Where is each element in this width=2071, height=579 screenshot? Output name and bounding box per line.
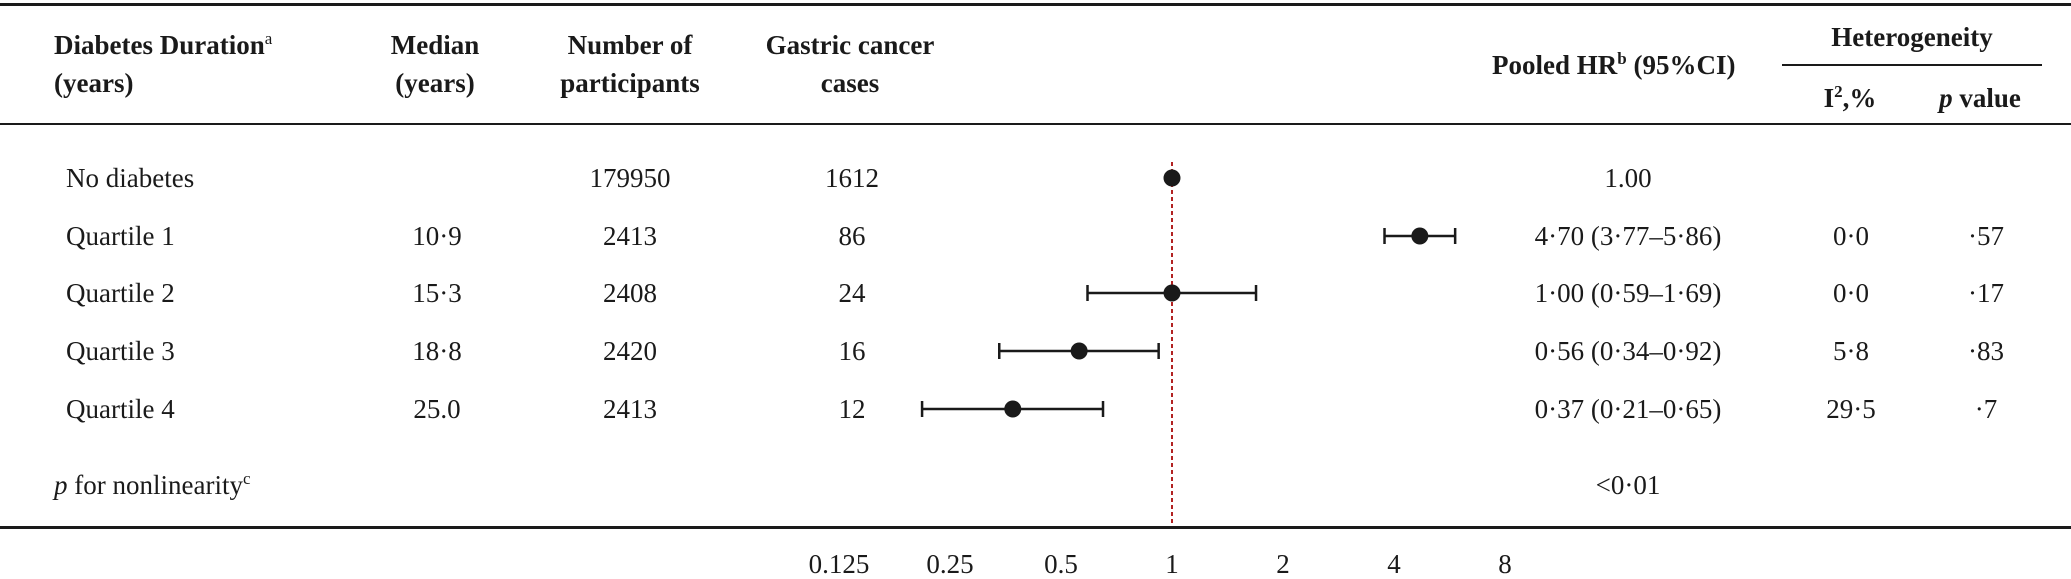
row-i2: 29·5 <box>1826 394 1876 424</box>
nonlinearity-value: <0·01 <box>1595 470 1661 500</box>
header-heterogeneity: Heterogeneity <box>1831 22 1993 52</box>
hr-point <box>1411 227 1429 245</box>
row-hr-text: 0·37 (0·21–0·65) <box>1534 394 1722 424</box>
row-median: 15·3 <box>412 278 462 308</box>
row-cases: 12 <box>838 394 866 424</box>
x-tick-label: 0.5 <box>1044 549 1078 579</box>
row-median: 10·9 <box>412 221 462 251</box>
row-label: Quartile 1 <box>66 221 175 251</box>
top-rule <box>0 3 2071 6</box>
row-cases: 16 <box>838 336 866 366</box>
header-median: Median (years) <box>390 30 480 98</box>
x-tick-label: 0.25 <box>926 549 973 579</box>
table-bottom-rule <box>0 526 2071 529</box>
header-bottom-rule <box>0 123 2071 125</box>
row-participants: 2420 <box>603 336 657 366</box>
hr-point <box>1004 400 1022 418</box>
row-label: Quartile 3 <box>66 336 175 366</box>
x-tick-label: 1 <box>1165 549 1179 579</box>
row-hr-text: 4·70 (3·77–5·86) <box>1534 221 1722 251</box>
row-label: No diabetes <box>66 163 195 193</box>
hr-point <box>1070 342 1088 360</box>
row-participants: 2413 <box>603 221 657 251</box>
row-participants: 2413 <box>603 394 657 424</box>
heterogeneity-underline <box>1782 64 2042 66</box>
header-pooled-hr: Pooled HRb (95%CI) <box>1492 49 1736 80</box>
row-label: Quartile 2 <box>66 278 175 308</box>
x-tick-label: 2 <box>1276 549 1290 579</box>
row-hr-text: 0·56 (0·34–0·92) <box>1534 336 1722 366</box>
header-p-value: p value <box>1939 83 2021 113</box>
row-participants: 179950 <box>589 163 671 193</box>
row-i2: 0·0 <box>1833 278 1869 308</box>
row-label: Quartile 4 <box>66 394 175 424</box>
row-p-value: ·7 <box>1974 394 1998 424</box>
row-i2: 0·0 <box>1833 221 1869 251</box>
x-tick-label: 0.125 <box>809 549 870 579</box>
row-cases: 86 <box>838 221 866 251</box>
row-median: 18·8 <box>412 336 462 366</box>
x-tick-label: 4 <box>1387 549 1401 579</box>
header-duration: Diabetes Durationa (years) <box>54 29 273 98</box>
header-participants: Number of participants <box>560 30 700 98</box>
row-participants: 2408 <box>603 278 657 308</box>
row-i2: 5·8 <box>1833 336 1869 366</box>
row-hr-text: 1·00 (0·59–1·69) <box>1534 278 1722 308</box>
row-p-value: ·57 <box>1968 221 2004 251</box>
nonlinearity-label: p for nonlinearityc <box>54 469 251 500</box>
row-median: 25.0 <box>413 394 461 424</box>
hr-point <box>1163 284 1181 302</box>
row-cases: 24 <box>838 278 866 308</box>
row-hr-text: 1.00 <box>1604 163 1652 193</box>
row-p-value: ·83 <box>1968 336 2004 366</box>
row-cases: 1612 <box>825 163 879 193</box>
x-tick-label: 8 <box>1498 549 1512 579</box>
header-i2: I2,% <box>1823 82 1877 113</box>
row-p-value: ·17 <box>1968 278 2004 308</box>
hr-point <box>1163 169 1181 187</box>
header-cases: Gastric cancer cases <box>765 30 935 98</box>
